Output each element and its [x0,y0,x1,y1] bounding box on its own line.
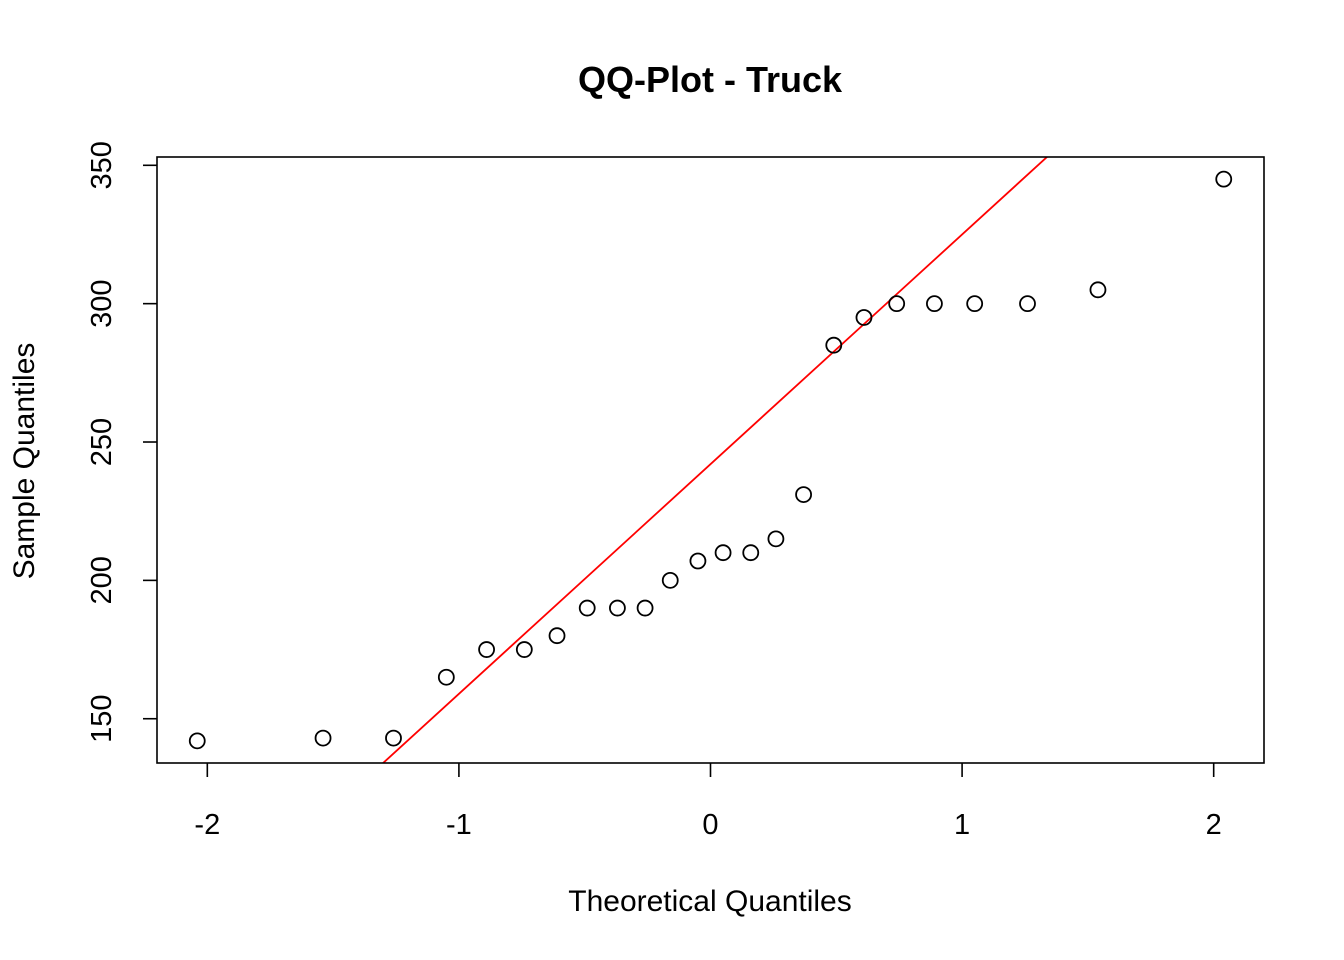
data-point [825,336,843,354]
data-point [689,552,707,570]
data-point [385,729,402,747]
x-axis: -2 -1 0 1 2 [194,763,1222,841]
data-point [661,571,679,589]
x-tick-label: 2 [1206,809,1222,841]
data-point [515,641,533,658]
x-tick-label: -2 [194,809,220,841]
data-point [314,729,332,747]
data-point [888,295,906,313]
data-point [1215,170,1233,188]
data-point [966,295,984,313]
data-point [742,544,760,562]
data-point [1089,281,1107,299]
y-tick-label: 300 [86,279,118,327]
x-tick-label: 0 [702,809,718,841]
y-tick-label: 150 [86,695,118,743]
y-axis: 150 200 250 300 350 [86,141,157,743]
x-tick-label: 1 [954,809,970,841]
plot-area [156,156,1265,764]
y-axis-label: Sample Quantiles [8,343,41,580]
data-point [437,668,455,686]
data-point [188,732,206,750]
data-point [714,544,732,562]
y-tick-label: 250 [86,418,118,466]
data-point [1019,295,1036,313]
data-point [795,486,812,503]
x-axis-label: Theoretical Quantiles [568,885,851,918]
data-point [609,599,626,617]
y-tick-label: 350 [86,141,118,189]
data-point [926,295,943,313]
data-point [636,599,654,617]
qq-reference-line [381,157,1049,763]
data-point [478,641,495,658]
data-point [855,309,873,326]
chart-title: QQ-Plot - Truck [578,59,843,100]
data-point [578,599,596,617]
data-point [548,627,566,645]
data-point [767,530,785,548]
y-tick-label: 200 [86,556,118,604]
plot-frame [156,156,1265,764]
x-tick-label: -1 [446,809,472,841]
